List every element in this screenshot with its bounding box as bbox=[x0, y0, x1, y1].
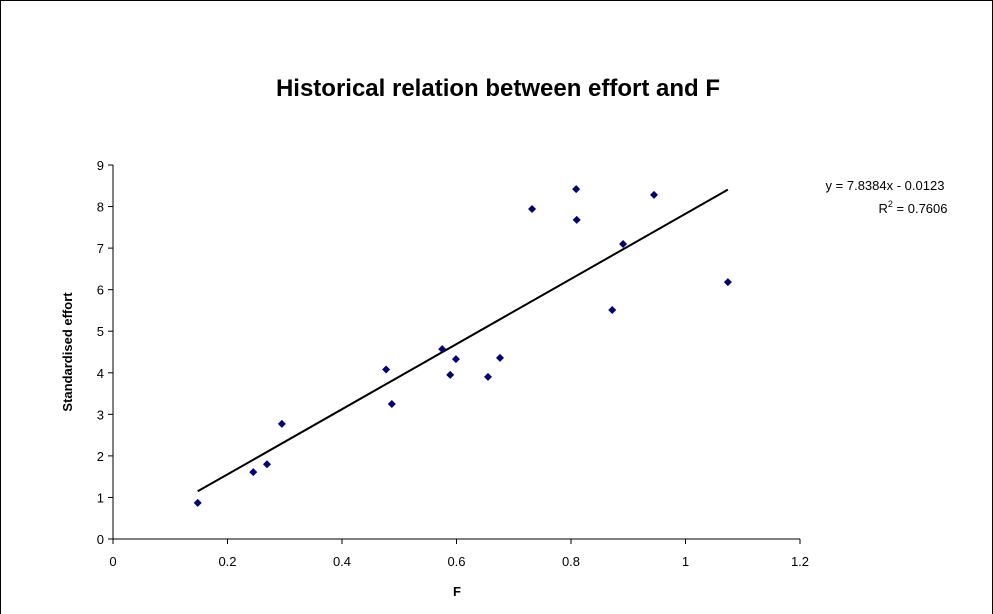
x-tick-label: 0.4 bbox=[333, 554, 351, 569]
y-tick-label: 4 bbox=[97, 366, 104, 381]
r2-base: R bbox=[879, 201, 888, 216]
point bbox=[572, 215, 581, 224]
r-squared: R2 = 0.7606 bbox=[879, 199, 948, 216]
y-tick-label: 0 bbox=[97, 532, 104, 547]
point bbox=[572, 185, 581, 194]
y-tick-label: 2 bbox=[97, 449, 104, 464]
y-tick-label: 8 bbox=[97, 200, 104, 215]
y-tick-label: 9 bbox=[97, 158, 104, 173]
point bbox=[483, 372, 492, 381]
x-tick-label: 0.8 bbox=[562, 554, 580, 569]
x-tick-label: 0.6 bbox=[447, 554, 465, 569]
y-tick-label: 3 bbox=[97, 407, 104, 422]
point bbox=[650, 190, 659, 199]
y-tick-label: 6 bbox=[97, 283, 104, 298]
point bbox=[387, 399, 396, 408]
point bbox=[446, 370, 455, 379]
point bbox=[277, 419, 286, 428]
x-tick-label: 0 bbox=[109, 554, 116, 569]
x-tick-label: 1 bbox=[682, 554, 689, 569]
point bbox=[608, 306, 617, 315]
r2-sup: 2 bbox=[888, 199, 893, 209]
point bbox=[496, 353, 505, 362]
point bbox=[619, 239, 628, 248]
y-tick-label: 5 bbox=[97, 324, 104, 339]
x-tick-label: 1.2 bbox=[791, 554, 809, 569]
point bbox=[451, 355, 460, 364]
point bbox=[528, 205, 537, 214]
y-tick-label: 1 bbox=[97, 490, 104, 505]
x-tick-label: 0.2 bbox=[218, 554, 236, 569]
point bbox=[249, 468, 258, 477]
point bbox=[382, 365, 391, 374]
point bbox=[723, 278, 732, 287]
trendline-equation: y = 7.8384x - 0.0123 bbox=[826, 178, 945, 193]
point bbox=[438, 345, 447, 354]
point bbox=[193, 498, 202, 507]
trendline bbox=[197, 188, 729, 493]
chart-title: Historical relation between effort and F bbox=[276, 75, 720, 102]
y-tick-label: 7 bbox=[97, 241, 104, 256]
x-axis-label: F bbox=[453, 584, 461, 599]
y-axis-label: Standardised effort bbox=[60, 292, 75, 412]
point bbox=[263, 460, 272, 469]
r2-rest: = 0.7606 bbox=[893, 201, 948, 216]
